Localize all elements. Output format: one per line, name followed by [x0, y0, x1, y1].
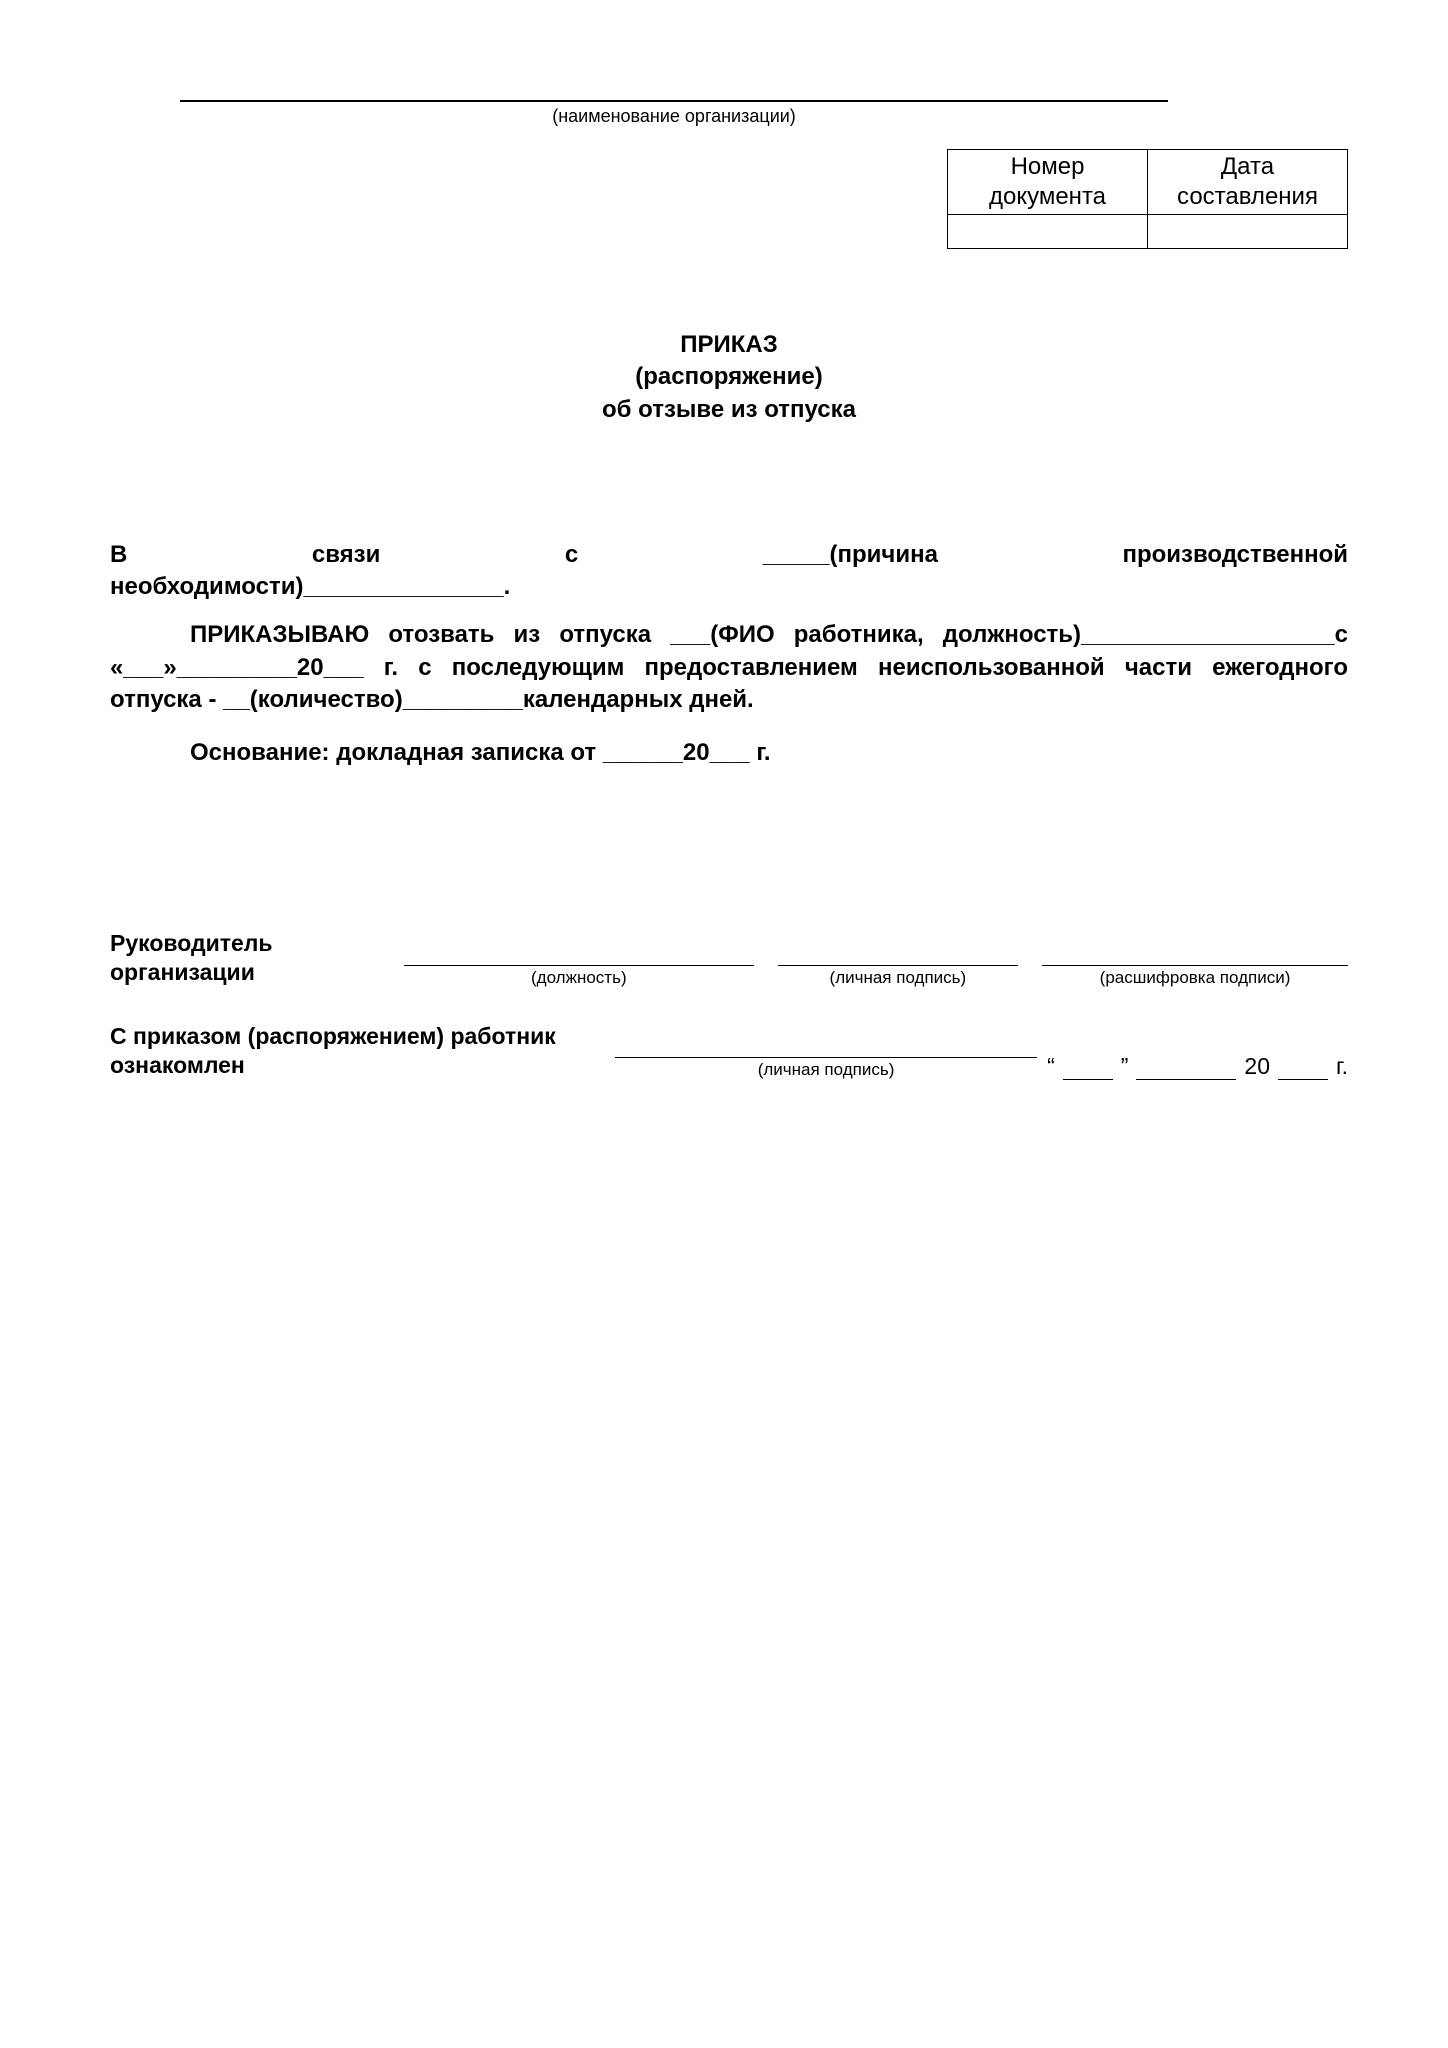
ack-signature-caption: (личная подпись): [615, 1060, 1037, 1080]
ack-signature-line[interactable]: [615, 1057, 1037, 1058]
org-caption: (наименование организации): [180, 106, 1168, 127]
ack-year-suffix: г.: [1336, 1053, 1348, 1080]
ack-year-field[interactable]: [1278, 1056, 1328, 1080]
ack-month-field[interactable]: [1136, 1056, 1236, 1080]
ack-day-field[interactable]: [1063, 1056, 1113, 1080]
sign-signature-line[interactable]: [778, 965, 1018, 966]
title-line-1: ПРИКАЗ: [110, 329, 1348, 361]
meta-doc-number-header: Номер документа: [948, 150, 1148, 215]
sign-name-caption: (расшифровка подписи): [1042, 968, 1348, 988]
sign-role-label: Руководитель организации: [110, 929, 380, 989]
meta-doc-number-value[interactable]: [948, 215, 1148, 249]
document-page: (наименование организации) Номер докумен…: [0, 0, 1448, 2048]
meta-date-value[interactable]: [1148, 215, 1348, 249]
ack-quote-open: “: [1047, 1053, 1055, 1080]
title-line-2: (распоряжение): [110, 361, 1348, 393]
ack-date: “ ” 20 г.: [1047, 1053, 1348, 1080]
body-p1-f: необходимости)_______________.: [110, 573, 510, 600]
sign-position-line[interactable]: [404, 965, 754, 966]
meta-table: Номер документа Дата составления: [947, 149, 1348, 249]
ack-label: С приказом (распоряжением) работник озна…: [110, 1022, 605, 1080]
body-p1-c: с: [565, 539, 578, 571]
body-para-1: В связи с _____(причина производственной…: [110, 506, 1348, 603]
body-p1-b: связи: [312, 539, 380, 571]
sign-position-caption: (должность): [404, 968, 754, 988]
org-name-line: [180, 100, 1168, 102]
title-block: ПРИКАЗ (распоряжение) об отзыве из отпус…: [110, 329, 1348, 426]
ack-quote-close: ”: [1121, 1053, 1129, 1080]
title-line-3: об отзыве из отпуска: [110, 394, 1348, 426]
body-p1-a: В: [110, 539, 127, 571]
body-para-2: ПРИКАЗЫВАЮ отозвать из отпуска ___(ФИО р…: [110, 619, 1348, 716]
body-p3: Основание: докладная записка от ______20…: [190, 739, 771, 766]
body-p1-e: производственной: [1122, 539, 1348, 571]
body-para-3: Основание: докладная записка от ______20…: [110, 737, 1348, 769]
body-p2: ПРИКАЗЫВАЮ отозвать из отпуска ___(ФИО р…: [110, 621, 1348, 713]
ack-block: С приказом (распоряжением) работник озна…: [110, 1022, 1348, 1080]
sign-name-line[interactable]: [1042, 965, 1348, 966]
body-p1-d: _____(причина: [763, 539, 938, 571]
signature-block: Руководитель организации (должность) (ли…: [110, 929, 1348, 989]
ack-year-prefix: 20: [1244, 1053, 1270, 1080]
body-text: В связи с _____(причина производственной…: [110, 506, 1348, 769]
sign-signature-caption: (личная подпись): [778, 968, 1018, 988]
meta-date-header: Дата составления: [1148, 150, 1348, 215]
